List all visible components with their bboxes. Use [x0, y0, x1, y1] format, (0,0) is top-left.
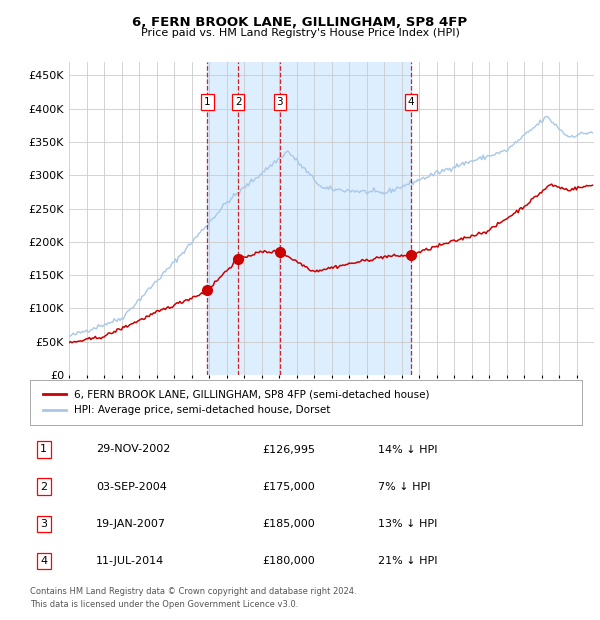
Text: 13% ↓ HPI: 13% ↓ HPI [378, 519, 437, 529]
Text: 19-JAN-2007: 19-JAN-2007 [96, 519, 166, 529]
Text: 1: 1 [40, 445, 47, 454]
Text: 1: 1 [204, 97, 211, 107]
Text: 7% ↓ HPI: 7% ↓ HPI [378, 482, 430, 492]
Text: 2: 2 [40, 482, 47, 492]
Text: 3: 3 [277, 97, 283, 107]
Text: 14% ↓ HPI: 14% ↓ HPI [378, 445, 437, 454]
Legend: 6, FERN BROOK LANE, GILLINGHAM, SP8 4FP (semi-detached house), HPI: Average pric: 6, FERN BROOK LANE, GILLINGHAM, SP8 4FP … [38, 384, 435, 420]
Text: 2: 2 [235, 97, 242, 107]
Text: 21% ↓ HPI: 21% ↓ HPI [378, 556, 437, 566]
Text: 3: 3 [40, 519, 47, 529]
Text: 29-NOV-2002: 29-NOV-2002 [96, 445, 170, 454]
Text: This data is licensed under the Open Government Licence v3.0.: This data is licensed under the Open Gov… [30, 600, 298, 609]
Text: £180,000: £180,000 [262, 556, 314, 566]
Text: 4: 4 [407, 97, 414, 107]
Bar [208, 62, 411, 375]
Text: Contains HM Land Registry data © Crown copyright and database right 2024.: Contains HM Land Registry data © Crown c… [30, 587, 356, 596]
Text: 11-JUL-2014: 11-JUL-2014 [96, 556, 164, 566]
Text: £185,000: £185,000 [262, 519, 314, 529]
Text: £126,995: £126,995 [262, 445, 315, 454]
Text: Price paid vs. HM Land Registry's House Price Index (HPI): Price paid vs. HM Land Registry's House … [140, 28, 460, 38]
Text: 03-SEP-2004: 03-SEP-2004 [96, 482, 167, 492]
Text: 6, FERN BROOK LANE, GILLINGHAM, SP8 4FP: 6, FERN BROOK LANE, GILLINGHAM, SP8 4FP [133, 16, 467, 29]
Text: £175,000: £175,000 [262, 482, 314, 492]
Text: 4: 4 [40, 556, 47, 566]
